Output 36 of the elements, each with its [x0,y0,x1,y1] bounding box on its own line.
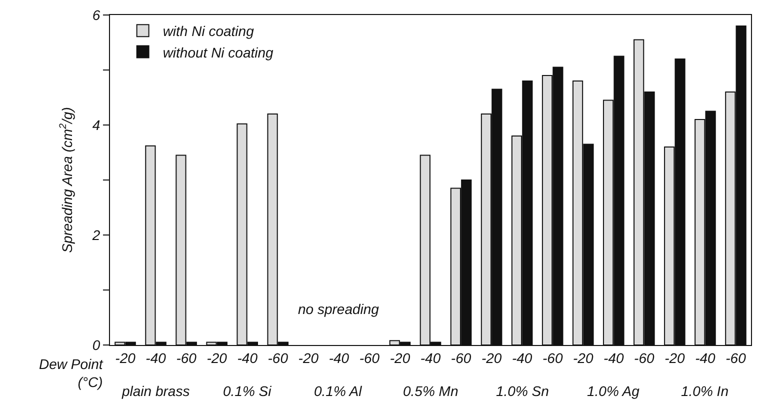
x-tick-label: -20 [390,350,410,366]
x-tick-label: -60 [268,350,288,366]
text: 1.0% Ag [587,383,640,399]
x-tick-label: -60 [359,350,380,366]
x-tick-label: -20 [573,350,594,366]
x-tick-label: -20 [115,350,136,366]
x-tick-label: -40 [146,350,166,366]
legend-label: with Ni coating [162,23,254,40]
x-tick-label: -60 [176,350,197,366]
x-tick-label: -60 [726,350,746,366]
x-tick-label: -20 [206,350,228,366]
x-tick-label: -20 [664,350,686,366]
text: 0.1% Al [314,383,363,399]
x-axis-title: Dew Point (°C) [39,356,104,390]
y-tick-label: 6 [92,6,100,23]
x-tick-label: -20 [298,350,319,366]
text: 0.5% Mn [403,383,458,399]
x-tick-label: -40 [512,350,532,366]
text: plain brass [121,383,190,399]
x-tick-label: -40 [420,350,441,366]
x-tick-label: -40 [604,350,624,366]
y-tick-label: 2 [91,226,100,243]
x-tick-label: -60 [634,350,654,366]
x-tick-label: -40 [237,350,258,366]
text: 1.0% Sn [496,383,550,399]
x-tick-label: -60 [542,350,563,366]
annotation: no spreading [298,301,380,317]
x-tick-label: -60 [450,350,472,366]
legend-label: without Ni coating [162,44,274,60]
text: 0.1% Si [223,383,272,399]
x-tick-label: -40 [328,350,350,366]
y-tick-label: 4 [92,116,100,133]
x-tick-label: -40 [695,350,716,366]
x-tick-label: -20 [481,350,502,366]
text: 1.0% In [681,383,729,399]
y-tick-label: 0 [92,336,100,353]
